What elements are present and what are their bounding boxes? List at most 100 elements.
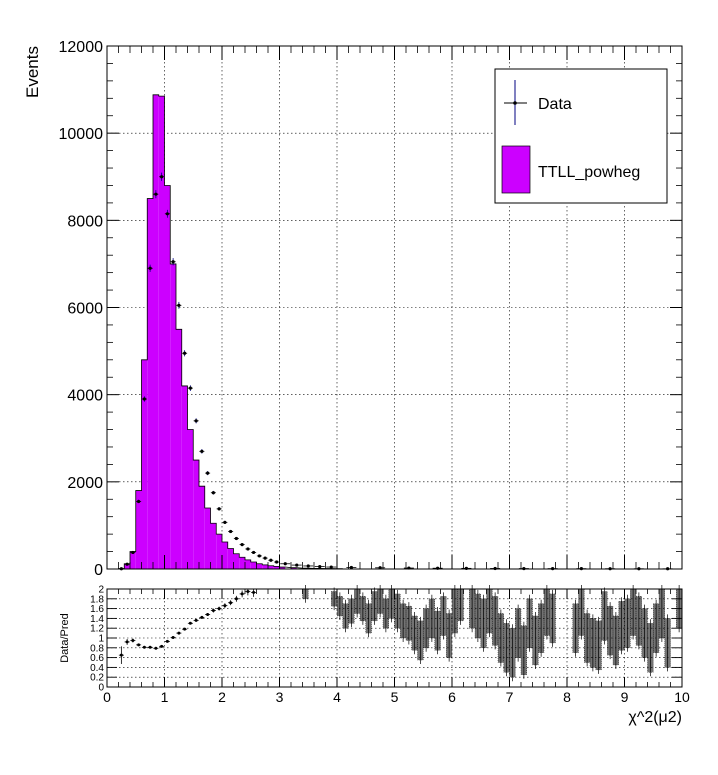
mc-bar bbox=[199, 486, 205, 569]
ratio-marker bbox=[240, 592, 244, 596]
data-point bbox=[124, 562, 130, 566]
ratio-marker bbox=[183, 627, 187, 631]
data-point bbox=[141, 396, 147, 402]
ratio-error-box bbox=[486, 585, 493, 638]
ratio-error-box bbox=[549, 589, 556, 647]
ratio-point bbox=[210, 608, 216, 613]
data-marker bbox=[240, 542, 244, 547]
data-point bbox=[153, 190, 159, 199]
ratio-marker bbox=[177, 631, 181, 635]
mc-bar bbox=[239, 557, 245, 569]
data-marker bbox=[188, 386, 192, 390]
ratio-error-box bbox=[354, 585, 361, 618]
legend-data-marker bbox=[513, 101, 517, 105]
ratio-error-box bbox=[630, 585, 637, 640]
ratio-marker bbox=[137, 643, 141, 647]
ratio-error-box bbox=[658, 585, 665, 642]
ratio-error-box bbox=[601, 587, 608, 645]
ratio-point bbox=[216, 606, 222, 611]
mc-bar bbox=[181, 385, 188, 569]
ratio-points bbox=[118, 589, 257, 664]
ratio-marker bbox=[211, 609, 215, 613]
data-point bbox=[187, 385, 193, 391]
main-panel: 0 2000 4000 6000 8000 10000 12000 Events bbox=[23, 39, 683, 579]
ratio-error-box bbox=[469, 585, 476, 633]
ratio-x-tick-label: 1 bbox=[161, 689, 169, 705]
data-point bbox=[193, 418, 199, 424]
data-marker bbox=[275, 560, 279, 564]
ratio-x-tick-label: 2 bbox=[218, 689, 226, 705]
ratio-error-box bbox=[394, 589, 401, 633]
data-marker bbox=[171, 260, 175, 264]
data-point bbox=[256, 554, 262, 558]
ratio-error-box bbox=[348, 594, 355, 628]
data-point bbox=[170, 258, 176, 266]
data-marker bbox=[306, 564, 310, 568]
mc-bar bbox=[176, 329, 182, 569]
ratio-error-box bbox=[653, 599, 660, 657]
data-marker bbox=[148, 266, 152, 270]
ratio-y-tick-label: 0.6 bbox=[90, 653, 104, 664]
ratio-axes: 00.20.40.60.811.21.41.61.820 1 2 3 4 5 6 7 8 9 10 bbox=[90, 585, 690, 706]
mc-bar bbox=[130, 551, 136, 569]
ratio-error-box bbox=[612, 611, 619, 669]
ratio-error-box bbox=[359, 592, 366, 625]
ratio-y-tick-label: 2 bbox=[98, 585, 104, 596]
data-marker bbox=[211, 491, 215, 495]
ratio-y-tick-label: 0.8 bbox=[90, 643, 104, 654]
data-point bbox=[159, 172, 165, 181]
ratio-error-box bbox=[595, 616, 602, 674]
main-y-tick-label: 10000 bbox=[59, 126, 104, 143]
data-marker bbox=[318, 565, 322, 569]
data-point bbox=[176, 301, 182, 309]
ratio-point bbox=[130, 638, 136, 643]
legend-mc-swatch bbox=[501, 145, 531, 194]
ratio-point bbox=[193, 618, 199, 622]
mc-bar bbox=[262, 564, 268, 569]
ratio-y-tick-label: 1 bbox=[98, 634, 104, 645]
ratio-point bbox=[147, 645, 153, 649]
data-marker bbox=[137, 499, 141, 504]
ratio-error-box bbox=[589, 614, 596, 672]
mc-bar bbox=[222, 541, 228, 569]
ratio-error-box bbox=[584, 609, 591, 667]
main-axes: 0 2000 4000 6000 8000 10000 12000 bbox=[59, 39, 683, 579]
mc-bar bbox=[273, 566, 280, 569]
ratio-error-box bbox=[388, 585, 395, 623]
mc-bar bbox=[158, 96, 165, 569]
ratio-point bbox=[222, 603, 228, 609]
ratio-y-tick-label: 1.6 bbox=[90, 604, 104, 615]
ratio-marker bbox=[165, 639, 169, 643]
mc-bar bbox=[233, 553, 240, 569]
mc-bar bbox=[250, 562, 257, 569]
ratio-error-boxes bbox=[302, 585, 683, 682]
data-point bbox=[239, 542, 245, 547]
ratio-error-box bbox=[515, 604, 522, 662]
ratio-error-box bbox=[457, 585, 464, 625]
ratio-error-box bbox=[336, 592, 343, 620]
ratio-error-box bbox=[411, 611, 418, 655]
ratio-error-box bbox=[480, 594, 487, 652]
ratio-point bbox=[124, 638, 130, 645]
ratio-error-box bbox=[578, 585, 585, 640]
ratio-point bbox=[251, 589, 257, 597]
data-point bbox=[199, 449, 205, 454]
ratio-marker bbox=[252, 590, 256, 594]
ratio-y-axis-label: Data/Pred bbox=[59, 613, 71, 663]
mc-bar bbox=[141, 359, 148, 569]
ratio-point bbox=[118, 646, 124, 664]
main-y-tick-label: 4000 bbox=[67, 388, 103, 405]
mc-bar bbox=[291, 567, 297, 569]
ratio-error-box bbox=[664, 614, 671, 672]
data-marker bbox=[349, 565, 353, 570]
data-marker bbox=[493, 566, 497, 571]
ratio-error-box bbox=[607, 602, 614, 660]
ratio-x-tick-label: 0 bbox=[103, 689, 111, 705]
data-point bbox=[205, 471, 211, 476]
data-point bbox=[314, 565, 325, 569]
ratio-x-tick-label: 8 bbox=[563, 689, 571, 705]
data-marker bbox=[183, 351, 187, 355]
ratio-marker bbox=[200, 615, 204, 619]
ratio-marker bbox=[194, 618, 198, 622]
